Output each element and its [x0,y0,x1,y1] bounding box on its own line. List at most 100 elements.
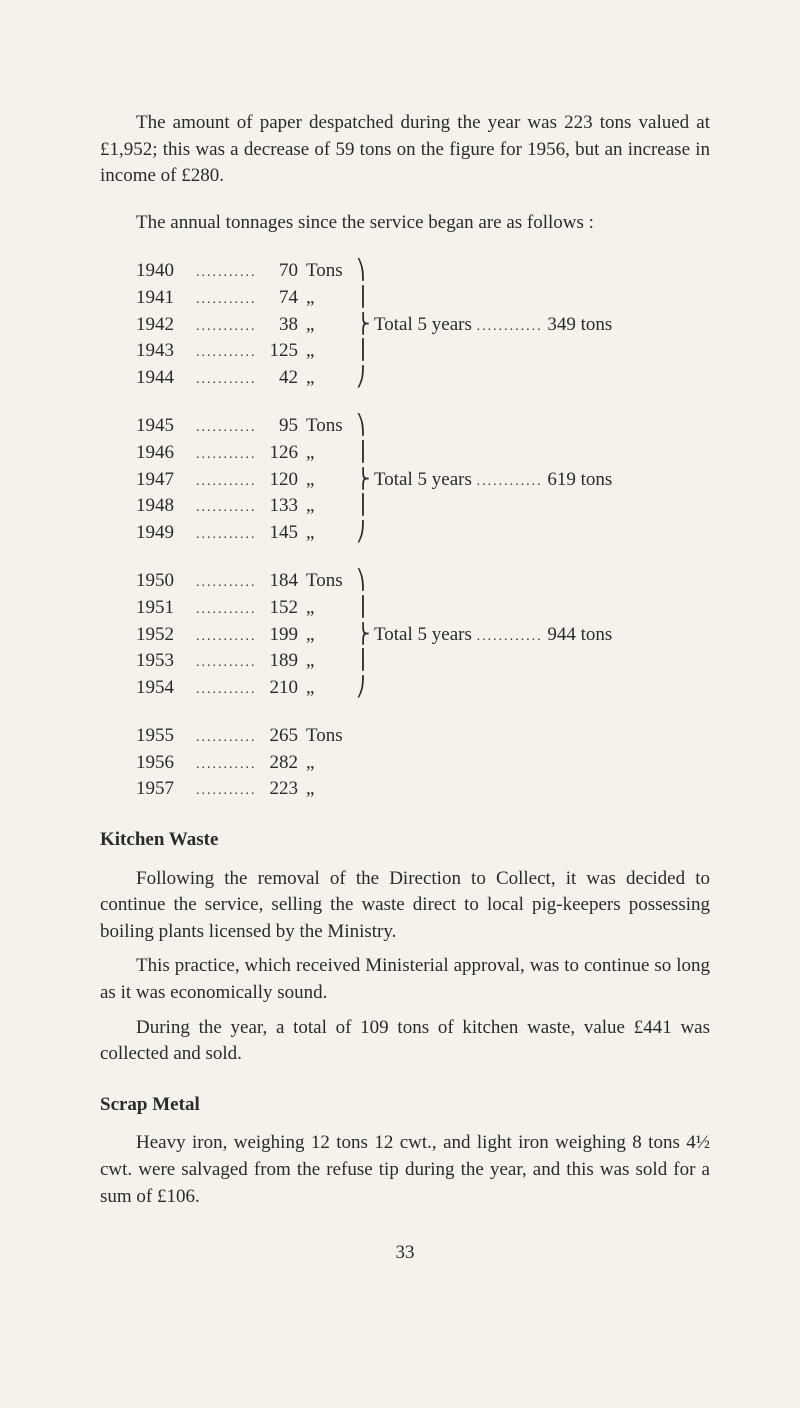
tons-value: 199 [256,622,306,649]
brace-char: ⎠ [356,675,374,702]
tons-unit: „ [306,365,356,392]
leader-dots: ............ [196,728,256,748]
tonnage-row: 1942............38„⎬ Total 5 years .....… [136,312,710,339]
year-value: 1948 [136,493,196,520]
brace-char: ⎠ [356,365,374,392]
tons-value: 145 [256,520,306,547]
year-value: 1952 [136,622,196,649]
total-value: 944 tons [543,624,613,645]
tons-unit: „ [306,648,356,675]
tonnage-group-2: 1945............95Tons⎞1946............1… [100,413,710,546]
tons-unit: „ [306,493,356,520]
tons-unit: Tons [306,723,356,750]
tons-unit: „ [306,285,356,312]
tonnage-row: 1953............189„⎟ [136,648,710,675]
brace-char: ⎬ [356,622,374,649]
tonnage-row: 1945............95Tons⎞ [136,413,710,440]
leader-dots: ............ [196,600,256,620]
tonnage-row: 1951............152„⎟ [136,595,710,622]
kitchen-para2: This practice, which received Ministeria… [100,953,710,1006]
brace-char: ⎞ [356,258,374,285]
tonnage-row: 1944............42„⎠ [136,365,710,392]
brace-char: ⎬ [356,312,374,339]
kitchen-para3: During the year, a total of 109 tons of … [100,1015,710,1068]
brace-char: ⎠ [356,520,374,547]
kitchen-waste-heading: Kitchen Waste [100,827,710,854]
tons-value: 210 [256,675,306,702]
brace-char: ⎟ [356,338,374,365]
year-value: 1951 [136,595,196,622]
tons-value: 184 [256,568,306,595]
brace-char: ⎬ [356,467,374,494]
leader-dots: ............ [196,290,256,310]
tons-value: 120 [256,467,306,494]
year-value: 1950 [136,568,196,595]
brace-char: ⎟ [356,440,374,467]
leader-dots: ............ [196,573,256,593]
tons-value: 42 [256,365,306,392]
tonnage-row: 1947............120„⎬ Total 5 years ....… [136,467,710,494]
total-value: 349 tons [543,314,613,335]
year-value: 1940 [136,258,196,285]
tons-value: 265 [256,723,306,750]
total-label: Total 5 years ............ 349 tons [374,312,710,339]
tonnage-row: 1943............125„⎟ [136,338,710,365]
tons-value: 125 [256,338,306,365]
tons-value: 282 [256,750,306,777]
leader-dots: ............ [196,263,256,283]
tons-value: 38 [256,312,306,339]
tonnage-group-4: 1955............265Tons1956............2… [100,723,710,803]
tons-unit: Tons [306,258,356,285]
intro-para1: The amount of paper despatched during th… [100,110,710,190]
leader-dots: ............ [196,781,256,801]
year-value: 1949 [136,520,196,547]
leader-dots: ............ [196,370,256,390]
year-value: 1941 [136,285,196,312]
year-value: 1947 [136,467,196,494]
total-text: Total 5 years [374,624,477,645]
year-value: 1956 [136,750,196,777]
brace-char: ⎞ [356,413,374,440]
tonnage-group-1: 1940............70Tons⎞1941............7… [100,258,710,391]
brace-char: ⎟ [356,595,374,622]
tons-value: 70 [256,258,306,285]
leader-dots: ............ [477,474,543,489]
year-value: 1953 [136,648,196,675]
year-value: 1955 [136,723,196,750]
tons-unit: „ [306,312,356,339]
tonnage-row: 1946............126„⎟ [136,440,710,467]
tonnage-row: 1950............184Tons⎞ [136,568,710,595]
tons-value: 74 [256,285,306,312]
brace-char: ⎟ [356,493,374,520]
tons-unit: „ [306,622,356,649]
leader-dots: ............ [196,653,256,673]
scrap-metal-heading: Scrap Metal [100,1092,710,1119]
tonnage-row: 1954............210„⎠ [136,675,710,702]
total-text: Total 5 years [374,469,477,490]
kitchen-para1: Following the removal of the Direction t… [100,866,710,946]
page-number: 33 [100,1240,710,1267]
leader-dots: ............ [196,343,256,363]
tonnage-row: 1955............265Tons [136,723,710,750]
tonnage-group-3: 1950............184Tons⎞1951............… [100,568,710,701]
leader-dots: ............ [196,317,256,337]
tons-value: 133 [256,493,306,520]
tons-unit: Tons [306,413,356,440]
leader-dots: ............ [477,319,543,334]
total-value: 619 tons [543,469,613,490]
intro-para2: The annual tonnages since the service be… [100,210,710,237]
tonnage-row: 1957............223„ [136,776,710,803]
total-label: Total 5 years ............ 944 tons [374,622,710,649]
brace-char: ⎟ [356,648,374,675]
brace-char: ⎞ [356,568,374,595]
tons-unit: „ [306,595,356,622]
tonnage-row: 1949............145„⎠ [136,520,710,547]
tons-unit: „ [306,467,356,494]
tons-unit: „ [306,520,356,547]
leader-dots: ............ [196,627,256,647]
tons-value: 189 [256,648,306,675]
tons-value: 223 [256,776,306,803]
tons-unit: „ [306,675,356,702]
tons-unit: „ [306,440,356,467]
year-value: 1946 [136,440,196,467]
